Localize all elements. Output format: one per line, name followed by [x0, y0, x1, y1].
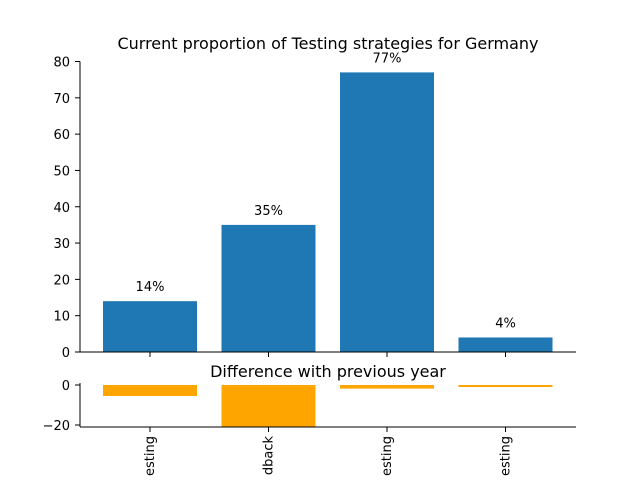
top-chart-title: Current proportion of Testing strategies… [117, 34, 538, 53]
top-y-tick-label: 40 [53, 201, 70, 216]
bottom-chart-title: Difference with previous year [210, 362, 446, 381]
top-bar [340, 72, 434, 353]
x-tick-label: dback [262, 436, 277, 476]
top-bar [221, 224, 316, 352]
bottom-bar [340, 385, 434, 389]
bar-data-label: 14% [136, 280, 165, 295]
bottom-y-tick-label: −20 [43, 419, 70, 434]
top-bar [458, 337, 553, 352]
bar-data-label: 4% [495, 316, 516, 331]
bar-data-label: 35% [254, 204, 283, 219]
bottom-bar [458, 385, 553, 387]
top-y-tick-label: 10 [53, 310, 70, 325]
bottom-y-tick-label: 0 [62, 379, 70, 394]
x-tick-label: esting [380, 436, 395, 476]
top-y-tick-label: 70 [53, 92, 70, 107]
top-y-tick-label: 60 [53, 128, 70, 143]
bar-data-label: 77% [373, 51, 402, 66]
top-y-tick-label: 50 [53, 164, 70, 179]
bottom-bar [103, 385, 197, 396]
x-tick-label: esting [143, 436, 158, 476]
bottom-bar [221, 385, 316, 427]
top-bar [103, 301, 197, 352]
top-y-tick-label: 80 [53, 56, 70, 71]
top-y-tick-label: 20 [53, 273, 70, 288]
x-tick-label: esting [499, 436, 514, 476]
top-y-tick-label: 0 [62, 346, 70, 361]
top-y-tick-label: 30 [53, 237, 70, 252]
